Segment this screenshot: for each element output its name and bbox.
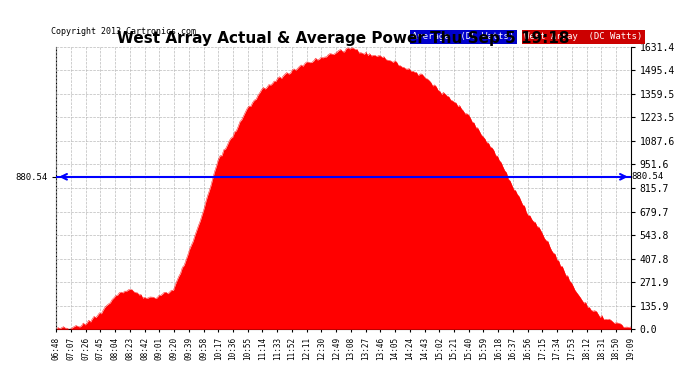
- Title: West Array Actual & Average Power Thu Sep 5 19:18: West Array Actual & Average Power Thu Se…: [117, 31, 570, 46]
- Text: Average  (DC Watts): Average (DC Watts): [413, 32, 515, 41]
- Text: West Array  (DC Watts): West Array (DC Watts): [524, 32, 642, 41]
- Text: Copyright 2013 Cartronics.com: Copyright 2013 Cartronics.com: [50, 27, 195, 36]
- Text: 880.54: 880.54: [631, 172, 664, 181]
